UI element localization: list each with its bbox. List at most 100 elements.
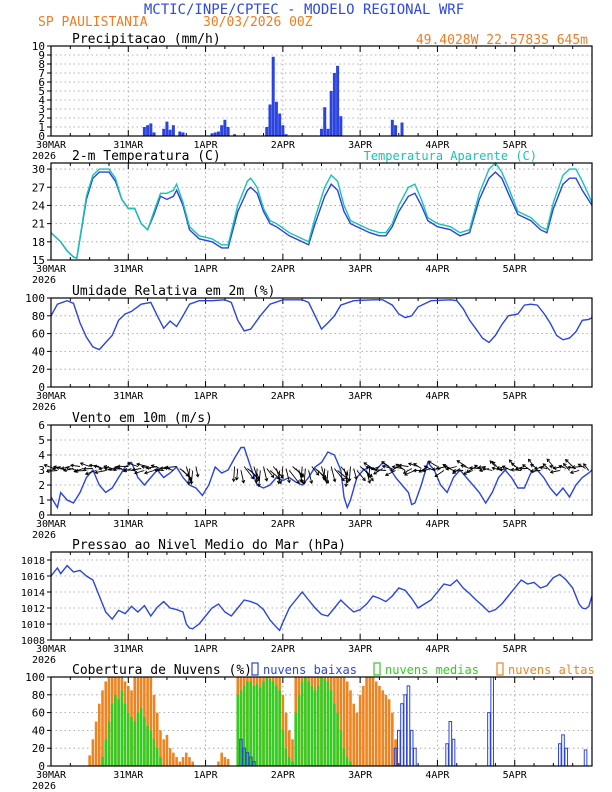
precip-bar — [178, 131, 182, 136]
wind-arrow-head — [264, 477, 269, 482]
cloud-bar — [91, 739, 95, 766]
wind-arrow-head — [241, 479, 246, 484]
cloud-bar — [320, 677, 323, 766]
chart-frame — [50, 162, 593, 261]
precip-bar — [271, 56, 275, 136]
wind-arrow-head — [391, 465, 396, 469]
cloud-bar — [304, 677, 307, 766]
x-tick-label: 5APR — [503, 770, 528, 781]
x-tick-label: 1APR — [194, 644, 219, 655]
x-tick-label: 5APR — [503, 519, 528, 530]
y-tick-label: 1 — [38, 121, 45, 134]
cloud-bar — [188, 757, 191, 766]
wind-arrow — [300, 466, 303, 483]
precip-bar — [152, 132, 156, 136]
wind-arrow — [258, 470, 261, 487]
wind-arrow — [446, 466, 457, 470]
wind-arrow-head — [477, 465, 482, 470]
precip-bar — [223, 119, 227, 136]
wind-arrow-head — [296, 480, 300, 484]
wind-arrows — [43, 458, 590, 488]
chart-pressure-grid — [51, 552, 592, 640]
wind-arrow-head — [94, 470, 99, 475]
wind-arrow — [398, 464, 409, 467]
wind-arrow-head — [73, 469, 78, 473]
wind-arrow — [343, 468, 349, 483]
wind-arrow-head — [367, 474, 372, 479]
cloud-bar — [220, 752, 223, 766]
precip-bar — [394, 125, 398, 136]
chart-title: Pressao ao Nivel Medio do Mar (hPa) — [72, 538, 346, 553]
wind-arrow-head — [583, 463, 587, 467]
wind-arrow-head — [381, 461, 385, 465]
wind-arrow-head — [126, 461, 131, 466]
x-axis-year: 2026 — [32, 151, 56, 162]
wind-arrow-head — [131, 467, 136, 472]
precip-bar — [336, 65, 340, 136]
cloud-bar — [281, 730, 285, 766]
wind-arrow-head — [347, 478, 352, 482]
wind-arrow-head — [82, 466, 87, 471]
cloud-bar — [217, 761, 220, 766]
wind-arrow — [80, 462, 90, 467]
wind-arrow-head — [116, 464, 121, 469]
x-tick-label: 30MAR — [36, 391, 67, 402]
cloud-bar — [159, 757, 162, 766]
wind-arrow — [266, 468, 275, 478]
precip-bar — [162, 128, 166, 136]
cloud-bar — [88, 755, 91, 766]
cloud-bar — [271, 681, 275, 766]
cloud-bar — [297, 694, 301, 766]
cloud-bar — [130, 717, 133, 766]
wind-arrow-head — [538, 465, 543, 470]
y-tick-label: 1008 — [21, 636, 45, 647]
x-tick-label: 31MAR — [113, 644, 144, 655]
wind-arrow — [469, 467, 480, 469]
cloud-bar — [149, 677, 153, 766]
precip-bar — [323, 107, 327, 136]
precip-bar — [181, 132, 185, 136]
wind-arrow-head — [98, 466, 103, 471]
wind-arrow — [154, 469, 164, 471]
cloud-bar — [152, 739, 156, 766]
cloud-bar — [155, 748, 159, 766]
chart-title: Vento em 10m (m/s) — [72, 411, 213, 426]
x-ticks — [50, 163, 593, 260]
wind-arrow-head — [362, 477, 366, 482]
wind-arrow — [94, 470, 106, 474]
wind-arrow-head — [112, 467, 117, 472]
x-tick-label: 5APR — [503, 140, 528, 151]
wind-arrow-head — [79, 462, 84, 466]
cloud-bar — [284, 712, 288, 766]
wind-arrow-head — [309, 480, 314, 485]
precip-bar — [168, 129, 172, 136]
x-axis-year: 2026 — [32, 655, 56, 666]
chart-frame — [50, 297, 593, 388]
wind-arrow-head — [43, 463, 48, 468]
cloud-bar — [246, 681, 249, 766]
wind-arrow — [70, 464, 81, 467]
wind-arrow — [453, 470, 464, 472]
wind-arrow — [542, 463, 551, 471]
cloud-bar — [162, 739, 166, 766]
chart-title: 2-m Temperatura (C) — [72, 149, 221, 164]
y-tick-label: 3 — [38, 464, 45, 477]
y-tick-label: 80 — [32, 689, 45, 702]
y-tick-label: 0 — [38, 381, 45, 394]
cloud-bar — [146, 677, 149, 766]
x-tick-label: 30MAR — [36, 264, 67, 275]
cloud-bar — [381, 690, 384, 766]
y-tick-label: 1014 — [21, 588, 45, 599]
wind-arrow-head — [150, 464, 155, 468]
wind-arrow — [363, 462, 374, 469]
y-tick-label: 30 — [32, 163, 45, 176]
cloud-bar — [291, 739, 294, 766]
y-tick-label: 100 — [25, 292, 45, 305]
precip-bar — [210, 133, 214, 136]
chart-title: Precipitacao (mm/h) — [72, 32, 221, 47]
cloud-bar — [191, 761, 194, 766]
wind-arrow-head — [370, 477, 374, 482]
x-tick-label: 3APR — [348, 770, 373, 781]
y-tick-label: 60 — [32, 707, 45, 720]
